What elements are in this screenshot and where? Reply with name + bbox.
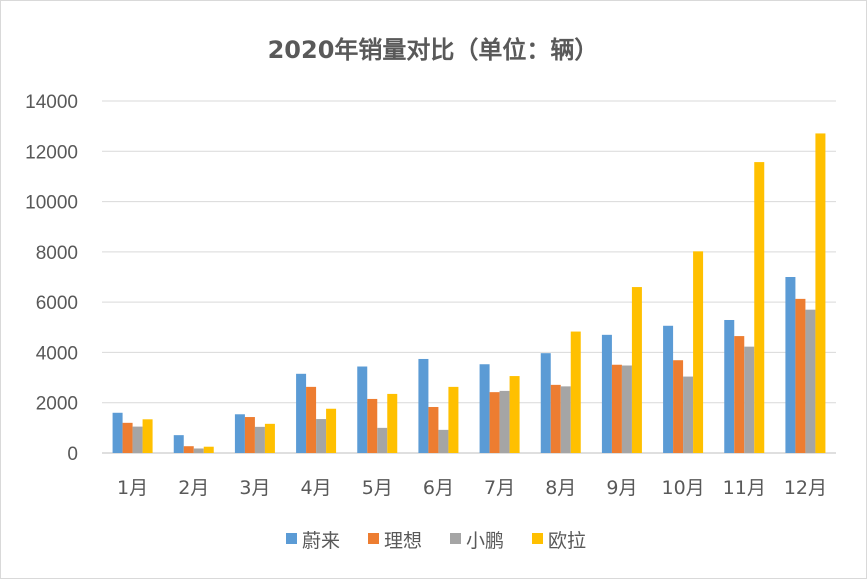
legend-swatch bbox=[532, 533, 543, 544]
bar-2-9 bbox=[611, 364, 622, 453]
bar-3-8 bbox=[560, 386, 571, 453]
bar-3-3 bbox=[254, 426, 265, 453]
bar-1-6 bbox=[418, 358, 429, 453]
bar-4-12 bbox=[815, 133, 826, 454]
bar-2-2 bbox=[183, 446, 194, 453]
bar-3-4 bbox=[316, 419, 327, 453]
x-category-label: 12月 bbox=[784, 477, 827, 499]
y-axis-ticks: 0 2000 4000 6000 8000 10000 12000 14000 bbox=[25, 92, 78, 465]
bar-4-7 bbox=[509, 376, 520, 453]
bar-1-9 bbox=[601, 334, 612, 453]
bar-1-11 bbox=[724, 319, 735, 453]
bar-2-5 bbox=[367, 398, 378, 453]
legend-label: 蔚来 bbox=[302, 530, 340, 552]
legend: 蔚来 理想 小鹏 欧拉 bbox=[286, 530, 586, 552]
bar-3-5 bbox=[377, 427, 388, 453]
bar-1-1 bbox=[112, 412, 123, 453]
chart-title: 2020年销量对比（单位：辆） bbox=[268, 36, 599, 64]
bar-4-1 bbox=[142, 419, 153, 453]
bar-1-3 bbox=[234, 414, 245, 453]
y-tick-label: 2000 bbox=[36, 394, 78, 415]
bar-3-6 bbox=[438, 429, 449, 453]
x-category-label: 9月 bbox=[606, 477, 637, 499]
bar-1-12 bbox=[785, 277, 796, 453]
x-category-label: 1月 bbox=[117, 477, 148, 499]
y-tick-label: 6000 bbox=[36, 293, 78, 314]
bar-1-10 bbox=[663, 325, 674, 453]
bar-2-1 bbox=[122, 422, 133, 453]
y-tick-label: 8000 bbox=[36, 243, 78, 264]
x-category-label: 4月 bbox=[301, 477, 332, 499]
bar-3-1 bbox=[132, 426, 143, 453]
x-category-label: 7月 bbox=[484, 477, 515, 499]
y-tick-label: 14000 bbox=[25, 92, 78, 113]
y-tick-label: 4000 bbox=[36, 343, 78, 364]
x-category-label: 2月 bbox=[178, 477, 209, 499]
bar-4-9 bbox=[631, 287, 642, 453]
bar-4-10 bbox=[693, 251, 704, 453]
x-category-label: 11月 bbox=[723, 477, 766, 499]
legend-label: 小鹏 bbox=[466, 530, 504, 552]
bar-2-3 bbox=[244, 417, 255, 453]
y-tick-label: 0 bbox=[67, 444, 78, 465]
bar-3-2 bbox=[193, 448, 204, 453]
bar-3-11 bbox=[744, 346, 755, 453]
legend-label: 欧拉 bbox=[548, 530, 586, 552]
legend-swatch bbox=[286, 533, 297, 544]
bar-4-11 bbox=[754, 162, 765, 453]
bar-3-7 bbox=[499, 390, 510, 453]
x-axis-categories: 1月 2月 3月 4月 5月 6月 7月 8月 9月 10月 11月 12月 bbox=[117, 477, 827, 499]
y-tick-label: 12000 bbox=[25, 142, 78, 163]
bar-2-8 bbox=[550, 384, 561, 453]
bar-3-12 bbox=[805, 309, 816, 453]
x-category-label: 8月 bbox=[545, 477, 576, 499]
legend-label: 理想 bbox=[384, 530, 422, 552]
legend-swatch bbox=[450, 533, 461, 544]
bar-2-10 bbox=[673, 360, 684, 453]
bar-4-8 bbox=[570, 331, 581, 453]
x-category-label: 3月 bbox=[239, 477, 270, 499]
bar-4-4 bbox=[326, 408, 337, 453]
x-category-label: 10月 bbox=[661, 477, 704, 499]
bar-1-5 bbox=[357, 366, 368, 453]
x-category-label: 5月 bbox=[362, 477, 393, 499]
legend-swatch bbox=[368, 533, 379, 544]
bar-2-12 bbox=[795, 298, 806, 453]
y-tick-label: 10000 bbox=[25, 193, 78, 214]
bar-2-6 bbox=[428, 406, 439, 453]
bar-2-11 bbox=[734, 336, 745, 453]
bar-2-4 bbox=[306, 386, 317, 453]
bar-2-7 bbox=[489, 392, 500, 453]
bars bbox=[112, 133, 826, 454]
bar-1-2 bbox=[173, 435, 184, 453]
bar-1-7 bbox=[479, 364, 490, 453]
x-category-label: 6月 bbox=[423, 477, 454, 499]
bar-4-6 bbox=[448, 386, 459, 453]
bar-3-9 bbox=[621, 365, 632, 453]
bar-3-10 bbox=[683, 376, 694, 453]
bar-4-2 bbox=[203, 446, 214, 453]
bar-1-4 bbox=[296, 373, 307, 453]
bar-4-5 bbox=[387, 393, 398, 453]
bar-1-8 bbox=[540, 353, 551, 453]
gridlines bbox=[102, 100, 836, 454]
bar-4-3 bbox=[264, 423, 275, 453]
